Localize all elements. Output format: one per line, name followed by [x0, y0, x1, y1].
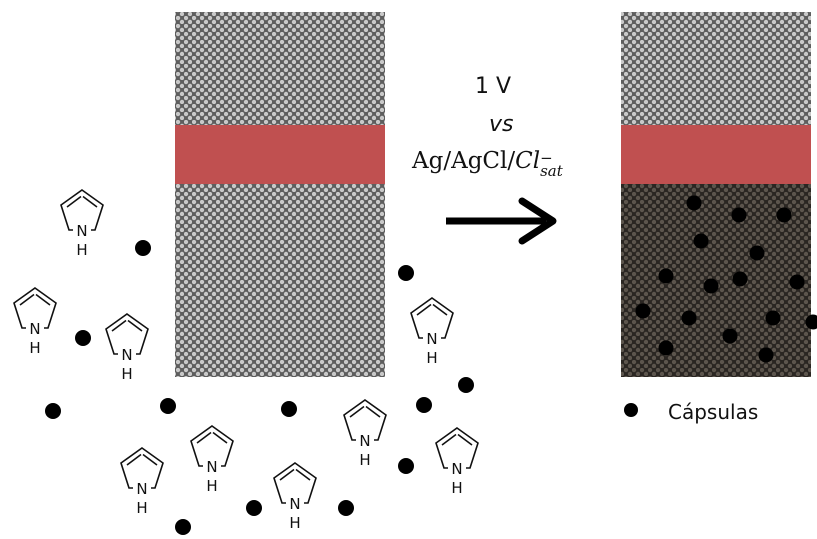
- electrode-band-after: [621, 125, 811, 184]
- pyrrole-hydrogen-label: H: [451, 479, 462, 497]
- pyrrole-molecule-icon: NH: [120, 447, 164, 517]
- pyrrole-nitrogen: N: [29, 320, 40, 338]
- pyrrole-hydrogen-label: H: [76, 241, 87, 259]
- pyrrole-hydrogen-label: H: [121, 365, 132, 383]
- embedded-capsules: [635, 195, 817, 363]
- pyrrole-nitrogen: N: [451, 460, 462, 478]
- fabric-upper-before: [175, 12, 385, 125]
- capsule-dot: [732, 271, 748, 287]
- capsule-dot: [731, 207, 747, 223]
- pyrrole-nitrogen: N: [359, 432, 370, 450]
- pyrrole-molecule-icon: NH: [410, 297, 454, 367]
- pyrrole-hydrogen-label: H: [289, 514, 300, 532]
- pyrrole-hydrogen-label: H: [359, 451, 370, 469]
- reaction-arrow-icon: [446, 197, 557, 245]
- free-capsules: [45, 240, 474, 535]
- fabric-electrode-before: [175, 12, 385, 377]
- pyrrole-nitrogen: N: [76, 222, 87, 240]
- capsule-dot: [338, 500, 354, 516]
- capsule-dot: [175, 519, 191, 535]
- pyrrole-molecule-icon: NH: [105, 313, 149, 383]
- pyrrole-molecule-icon: NH: [13, 287, 57, 357]
- capsule-dot: [458, 377, 474, 393]
- capsule-dot: [75, 330, 91, 346]
- fabric-electrode-after: [621, 12, 817, 377]
- pyrrole-hydrogen-label: H: [426, 349, 437, 367]
- pyrrole-nitrogen: N: [206, 458, 217, 476]
- capsule-dot: [635, 303, 651, 319]
- pyrrole-molecule-icon: NH: [273, 462, 317, 532]
- capsule-dot: [45, 403, 61, 419]
- capsule-dot: [160, 398, 176, 414]
- reference-superscript: −: [540, 149, 553, 167]
- capsule-dot: [765, 310, 781, 326]
- capsule-dot: [776, 207, 792, 223]
- pyrrole-hydrogen-label: H: [29, 339, 40, 357]
- pyrrole-nitrogen: N: [136, 480, 147, 498]
- reference-subscript: sat: [540, 162, 563, 180]
- capsule-dot-icon: [624, 403, 638, 417]
- capsule-dot: [722, 328, 738, 344]
- capsule-dot: [658, 340, 674, 356]
- reference-electrode-label: Ag/AgCl/Cl − sat: [412, 148, 563, 180]
- pyrrole-hydrogen-label: H: [136, 499, 147, 517]
- capsule-dot: [703, 278, 719, 294]
- pyrrole-molecule-icon: NH: [343, 399, 387, 469]
- reference-chloride: Cl: [515, 148, 541, 174]
- pyrrole-nitrogen: N: [426, 330, 437, 348]
- pyrrole-molecule-icon: NH: [60, 189, 104, 259]
- versus-label: vs: [489, 112, 514, 137]
- capsule-dot: [749, 245, 765, 261]
- voltage-label: 1 V: [475, 74, 512, 99]
- capsule-dot: [281, 401, 297, 417]
- capsule-dot: [398, 458, 414, 474]
- capsule-dot: [416, 397, 432, 413]
- pyrrole-hydrogen-label: H: [206, 477, 217, 495]
- fabric-lower-before: [175, 184, 385, 377]
- capsule-dot: [681, 310, 697, 326]
- pyrrole-molecule-icon: NH: [190, 425, 234, 495]
- pyrrole-nitrogen: N: [289, 495, 300, 513]
- capsule-dot: [789, 274, 805, 290]
- electrode-band-before: [175, 125, 385, 184]
- capsule-dot: [398, 265, 414, 281]
- capsule-dot: [246, 500, 262, 516]
- fabric-upper-after: [621, 12, 811, 125]
- capsule-dot: [686, 195, 702, 211]
- reference-sup-sub: − sat: [540, 149, 563, 180]
- capsule-dot: [693, 233, 709, 249]
- capsule-dot: [805, 314, 817, 330]
- pyrrole-nitrogen: N: [121, 346, 132, 364]
- pyrrole-molecule-icon: NH: [435, 427, 479, 497]
- capsule-dot: [758, 347, 774, 363]
- capsule-dot: [658, 268, 674, 284]
- reference-prefix: Ag/AgCl/: [412, 148, 516, 174]
- legend-label: Cápsulas: [668, 400, 759, 424]
- capsule-dot: [135, 240, 151, 256]
